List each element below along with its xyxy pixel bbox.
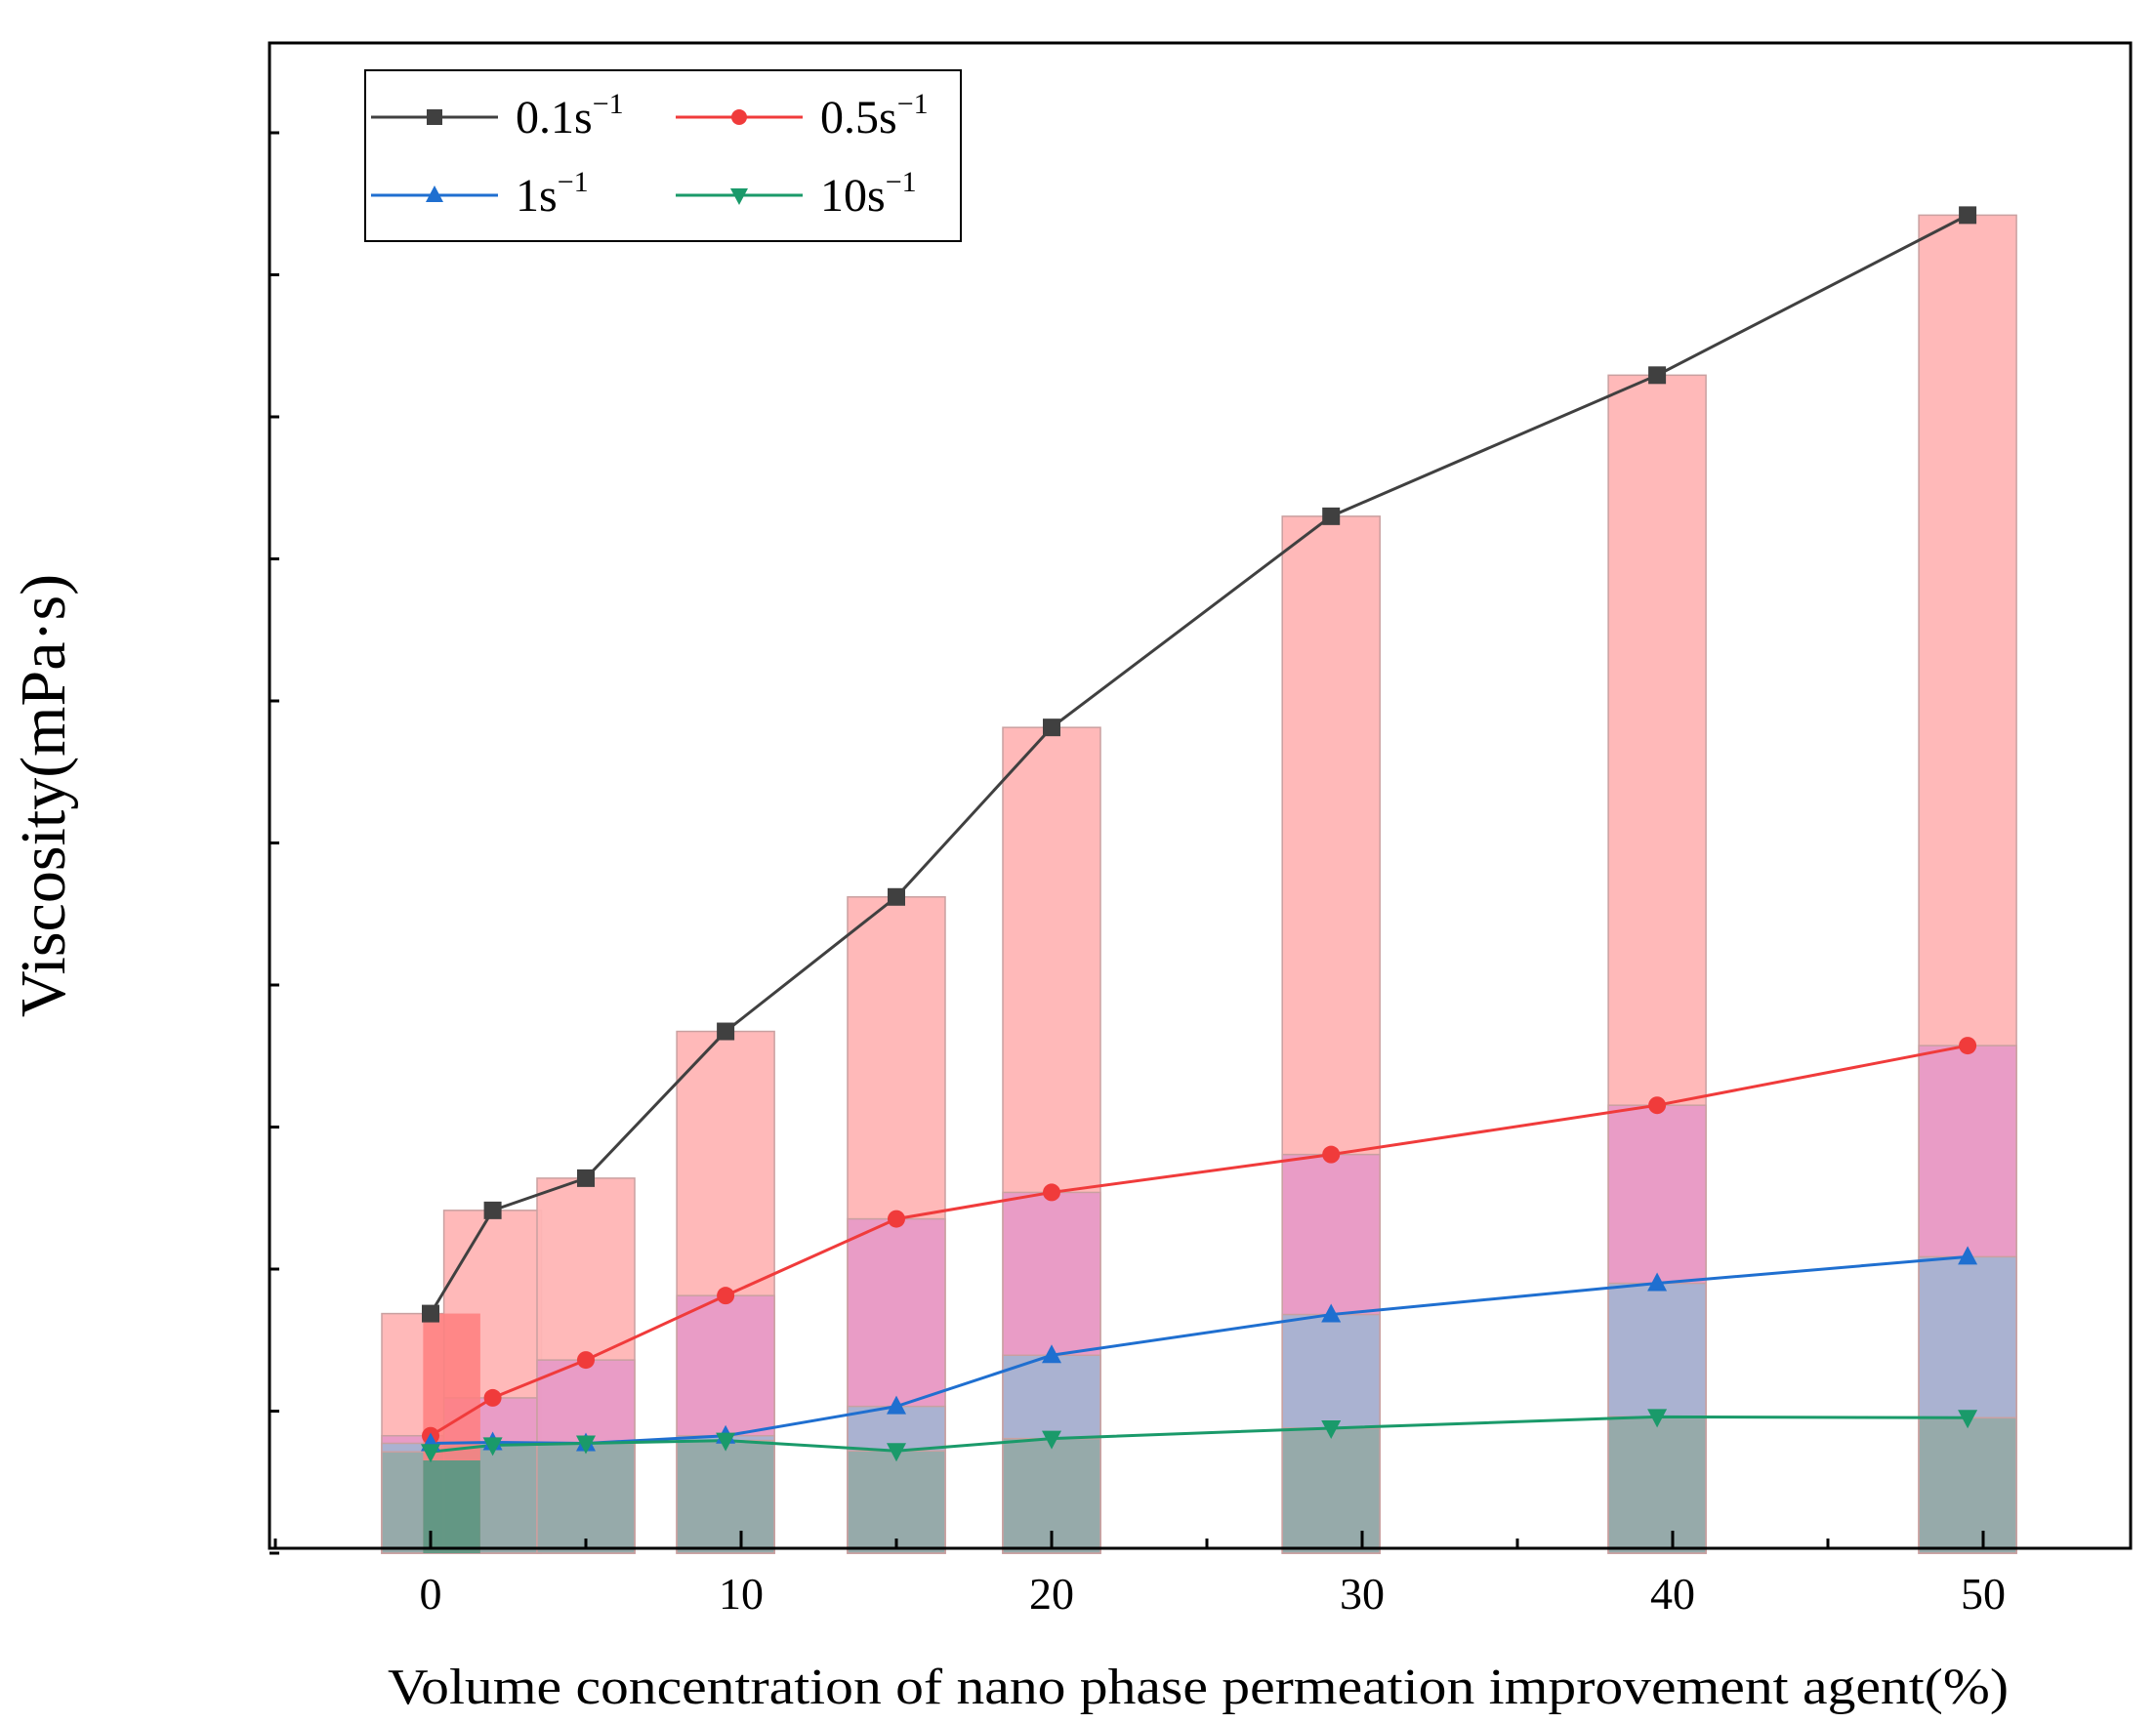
marker-01s-1	[483, 1201, 502, 1219]
marker-10s-3	[716, 1432, 736, 1452]
marker-01s-5	[1043, 718, 1060, 737]
marker-10s-5	[1042, 1430, 1061, 1450]
marker-01s-4	[888, 887, 905, 906]
legend: 0.1s−1 0.5s−1 1s−1 10s−1	[364, 69, 962, 242]
marker-1s-8	[1958, 1246, 1978, 1265]
bar-10s-7	[1607, 1416, 1707, 1554]
marker-10s-2	[576, 1435, 596, 1455]
bars-layer	[381, 214, 2017, 1554]
marker-1s-4	[887, 1395, 906, 1415]
marker-1s-5	[1042, 1344, 1061, 1364]
marker-05s-7	[1648, 1096, 1667, 1115]
legend-marker-10s	[730, 188, 748, 205]
x-tick-label-50: 50	[1961, 1569, 2006, 1619]
bar-10s-8	[1918, 1416, 2017, 1554]
x-tick-label-0: 0	[420, 1569, 442, 1619]
marker-05s-8	[1959, 1037, 1977, 1055]
x-axis-title: Volume concentration of nano phase perme…	[388, 1660, 2009, 1715]
marker-05s-2	[577, 1351, 595, 1370]
legend-box	[364, 69, 962, 242]
legend-marker-1s	[426, 185, 443, 202]
marker-10s-1	[482, 1437, 503, 1457]
legend-marker-05s	[731, 109, 747, 125]
marker-10s-4	[887, 1443, 906, 1462]
bar-10s-6	[1281, 1427, 1381, 1554]
x-tick-label-20: 20	[1029, 1569, 1074, 1619]
marker-05s-4	[888, 1210, 905, 1228]
marker-05s-6	[1322, 1145, 1341, 1164]
marker-10s-7	[1647, 1409, 1668, 1428]
marker-1s-6	[1321, 1303, 1342, 1323]
marker-05s-1	[483, 1388, 502, 1407]
marker-10s-0	[421, 1444, 440, 1463]
marker-10s-8	[1958, 1410, 1978, 1429]
legend-label-05s: 0.5s−1	[820, 88, 929, 144]
marker-01s-8	[1959, 206, 1977, 225]
x-tick-label-40: 40	[1650, 1569, 1695, 1619]
x-tick-label-10: 10	[719, 1569, 764, 1619]
y-axis-title: Viscosity(mPa·s)	[8, 574, 79, 1017]
marker-01s-2	[577, 1169, 595, 1187]
marker-01s-3	[717, 1022, 735, 1041]
bar-10s-2	[536, 1442, 636, 1554]
marker-01s-0	[422, 1304, 439, 1323]
marker-05s-5	[1043, 1183, 1060, 1202]
legend-label-01s: 0.1s−1	[516, 88, 624, 144]
bar-10s-4	[847, 1450, 946, 1554]
legend-label-10s: 10s−1	[820, 166, 917, 222]
marker-10s-6	[1321, 1419, 1342, 1439]
marker-1s-7	[1647, 1272, 1668, 1292]
marker-01s-7	[1648, 366, 1667, 385]
legend-marker-01s	[427, 109, 442, 125]
marker-05s-3	[717, 1287, 735, 1305]
bar-extra-1	[423, 1460, 480, 1553]
legend-label-1s: 1s−1	[516, 166, 589, 222]
bar-10s-3	[676, 1439, 775, 1554]
plot-frame	[268, 41, 2133, 1550]
y-axis	[270, 131, 279, 1555]
markers-layer	[421, 206, 1978, 1463]
marker-01s-6	[1322, 507, 1341, 525]
x-tick-label-30: 30	[1340, 1569, 1385, 1619]
x-axis: 0 10 20 30 40 50	[273, 1531, 2006, 1619]
